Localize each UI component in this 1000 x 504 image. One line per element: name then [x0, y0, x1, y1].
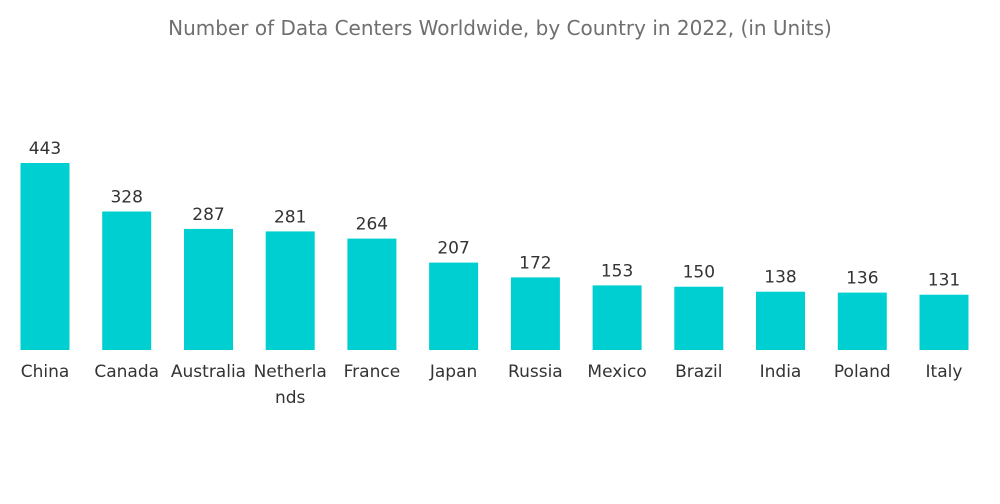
bar-india: [756, 291, 805, 350]
tick-label-france: France: [344, 362, 401, 382]
tick-label-brazil: Brazil: [675, 362, 722, 382]
value-label-netherlands: 281: [274, 207, 306, 227]
value-label-canada: 328: [110, 188, 142, 208]
value-labels-group: 443 328 287 281 264 207 172 153 150 138 136 131: [29, 139, 960, 291]
tick-label-russia: Russia: [508, 362, 563, 382]
value-label-mexico: 153: [601, 261, 633, 281]
bar-china: [20, 163, 70, 350]
tick-label-india: India: [760, 362, 802, 382]
bar-japan: [429, 262, 479, 350]
bar-australia: [184, 228, 233, 350]
value-label-france: 264: [356, 215, 388, 235]
chart-title: Number of Data Centers Worldwide, by Cou…: [168, 16, 832, 40]
tick-label-mexico: Mexico: [587, 362, 646, 382]
bar-poland: [837, 292, 887, 350]
bar-mexico: [592, 285, 642, 350]
value-label-russia: 172: [519, 253, 551, 273]
bar-russia: [510, 277, 560, 350]
value-label-india: 138: [764, 268, 796, 288]
tick-label-canada: Canada: [94, 362, 159, 382]
tick-label-poland: Poland: [834, 362, 891, 382]
value-label-japan: 207: [437, 239, 469, 259]
bar-france: [347, 238, 397, 350]
tick-label-china: China: [21, 362, 70, 382]
bar-italy: [919, 294, 969, 350]
tick-labels-group: China Canada Australia Netherla nds France Jap…: [21, 362, 963, 408]
value-label-poland: 136: [846, 269, 878, 289]
tick-label-italy: Italy: [926, 362, 963, 382]
value-label-italy: 131: [928, 271, 960, 291]
value-label-china: 443: [29, 139, 61, 159]
tick-label-australia: Australia: [171, 362, 246, 382]
value-label-australia: 287: [192, 205, 224, 225]
bar-netherlands: [265, 231, 315, 350]
bar-canada: [102, 211, 152, 350]
tick-label-japan: Japan: [429, 362, 477, 382]
bar-brazil: [674, 286, 724, 350]
tick-label-netherlands: Netherla nds: [254, 362, 327, 408]
value-label-brazil: 150: [683, 263, 715, 283]
bars-group: [20, 163, 969, 350]
